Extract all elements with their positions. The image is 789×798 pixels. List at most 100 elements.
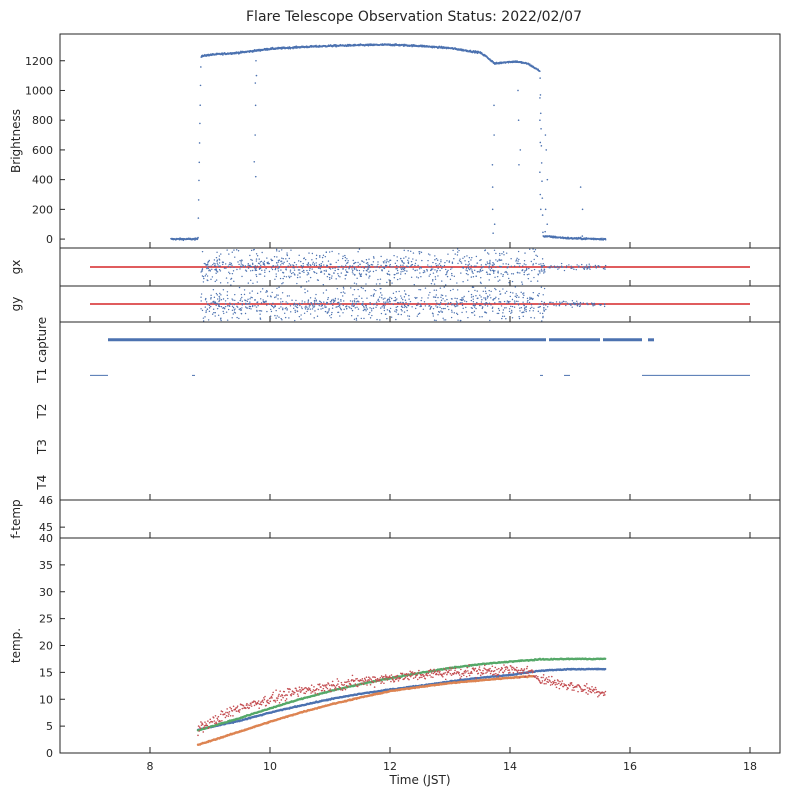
scatter-point — [445, 295, 447, 297]
plot-area — [90, 286, 750, 322]
scatter-point — [328, 308, 330, 310]
scatter-point — [533, 317, 536, 319]
scatter-point — [313, 264, 316, 267]
scatter-point — [311, 303, 313, 305]
scatter-point — [305, 305, 307, 307]
scatter-point — [342, 255, 344, 257]
data-point — [197, 199, 200, 201]
scatter-point — [424, 305, 427, 307]
dropout-point — [493, 223, 496, 226]
scatter-point — [396, 272, 398, 275]
scatter-point — [269, 318, 272, 320]
scatter-point — [472, 286, 475, 288]
scatter-point — [524, 270, 526, 272]
temp-point-red — [199, 727, 202, 730]
scatter-point — [370, 263, 373, 266]
scatter-point — [479, 259, 481, 262]
scatter-point — [389, 307, 392, 310]
dropout-point — [255, 74, 258, 77]
scatter-point — [515, 300, 518, 303]
scatter-point — [354, 301, 356, 303]
scatter-point — [340, 309, 343, 311]
scatter-point — [313, 305, 316, 307]
scatter-point — [401, 268, 403, 270]
scatter-point — [342, 304, 344, 307]
scatter-point — [478, 304, 481, 307]
scatter-point — [538, 292, 540, 295]
scatter-point — [521, 281, 523, 283]
scatter-point — [307, 273, 310, 275]
scatter-point — [451, 309, 453, 311]
scatter-point — [249, 254, 251, 257]
scatter-point — [561, 301, 563, 304]
scatter-point — [401, 310, 403, 312]
scatter-point — [394, 299, 397, 302]
scatter-point — [270, 310, 273, 313]
scatter-point — [488, 302, 491, 304]
plot-area — [90, 248, 750, 286]
scatter-point — [290, 272, 293, 275]
data-point — [492, 60, 495, 63]
y-tick-label: 800 — [32, 114, 53, 127]
scatter-point — [275, 294, 278, 296]
scatter-point — [276, 287, 278, 290]
temp-point-red — [200, 724, 203, 726]
scatter-point — [465, 267, 468, 269]
scatter-point — [251, 290, 253, 292]
scatter-point — [595, 265, 598, 268]
scatter-point — [395, 264, 398, 267]
scatter-point — [246, 300, 249, 303]
scatter-point — [369, 266, 371, 269]
scatter-point — [423, 301, 426, 303]
scatter-point — [229, 262, 231, 264]
scatter-point — [472, 295, 474, 298]
scatter-point — [210, 305, 212, 308]
data-point — [199, 122, 201, 125]
scatter-point — [259, 291, 262, 293]
scatter-point — [347, 260, 349, 262]
scatter-point — [397, 266, 400, 268]
scatter-point — [273, 256, 276, 258]
dropout-point — [539, 97, 541, 99]
scatter-point — [420, 299, 422, 302]
scatter-point — [264, 271, 266, 274]
scatter-point — [238, 263, 240, 266]
scatter-point — [255, 253, 258, 255]
scatter-point — [397, 272, 399, 274]
scatter-point — [366, 308, 368, 310]
scatter-point — [363, 317, 365, 320]
scatter-point — [200, 296, 202, 298]
scatter-point — [401, 306, 404, 308]
scatter-point — [314, 297, 316, 299]
scatter-point — [261, 251, 263, 254]
scatter-point — [260, 260, 263, 263]
scatter-point — [368, 271, 370, 273]
scatter-point — [301, 265, 303, 268]
scatter-point — [459, 319, 462, 322]
scatter-point — [419, 272, 421, 274]
scatter-point — [328, 273, 330, 275]
scatter-point — [286, 295, 289, 297]
scatter-point — [255, 267, 257, 269]
scatter-point — [501, 253, 503, 255]
scatter-point — [455, 300, 458, 302]
scatter-point — [523, 263, 525, 265]
scatter-point — [351, 265, 354, 267]
scatter-point — [489, 294, 491, 296]
scatter-point — [312, 304, 314, 307]
scatter-point — [592, 265, 595, 268]
scatter-point — [503, 300, 506, 303]
scatter-point — [485, 292, 487, 295]
scatter-point — [205, 311, 207, 314]
scatter-point — [300, 314, 302, 316]
scatter-point — [270, 308, 272, 311]
scatter-point — [437, 313, 439, 316]
scatter-point — [300, 306, 303, 308]
scatter-point — [418, 288, 420, 291]
scatter-point — [543, 269, 546, 271]
scatter-point — [400, 308, 402, 311]
scatter-point — [279, 277, 282, 280]
scatter-point — [264, 269, 266, 271]
scatter-point — [499, 290, 501, 292]
scatter-point — [475, 265, 477, 267]
